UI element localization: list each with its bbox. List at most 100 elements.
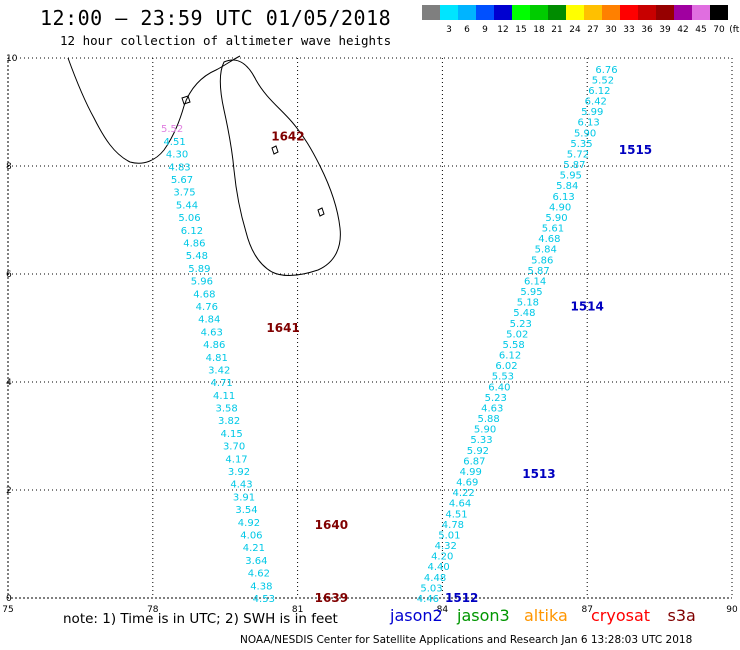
orbit-number: 1639 — [315, 591, 348, 605]
swh-value: 4.63 — [201, 327, 223, 338]
swh-value: 3.42 — [208, 365, 230, 376]
swh-value: 4.76 — [196, 302, 218, 313]
swh-value: 4.99 — [460, 467, 482, 478]
sri-lanka-coastline — [219, 59, 341, 277]
legend-item-altika: altika — [524, 606, 568, 625]
swh-value: 4.15 — [220, 429, 242, 440]
swh-value: 4.06 — [240, 531, 262, 542]
swh-value: 5.52 — [592, 75, 614, 86]
colorbar-swatch — [692, 5, 710, 20]
swh-value: 5.06 — [178, 213, 200, 224]
swh-value: 5.58 — [503, 340, 525, 351]
swh-value: 6.40 — [488, 382, 510, 393]
swh-value: 4.92 — [238, 518, 260, 529]
map-frame — [7, 57, 733, 599]
swh-value: 4.48 — [424, 573, 446, 584]
colorbar-label: 6 — [464, 25, 470, 35]
swh-value: 4.38 — [250, 581, 272, 592]
legend-item-jason2: jason2 — [390, 606, 443, 625]
swh-value: 4.51 — [163, 137, 185, 148]
swh-value: 4.17 — [225, 454, 247, 465]
island-fragment — [181, 95, 191, 105]
swh-value: 5.23 — [485, 393, 507, 404]
swh-value: 3.91 — [233, 492, 255, 503]
swh-value: 4.51 — [445, 509, 467, 520]
orbit-number: 1640 — [315, 518, 348, 532]
india-coastline — [67, 55, 241, 164]
swh-value: 5.52 — [161, 124, 183, 135]
swh-value: 4.62 — [248, 569, 270, 580]
swh-value: 4.46 — [417, 594, 439, 605]
swh-value: 5.87 — [528, 266, 550, 277]
swh-value: 3.70 — [223, 442, 245, 453]
swh-value: 4.63 — [481, 403, 503, 414]
y-tick-label: 8 — [6, 162, 12, 172]
island-fragment — [271, 145, 279, 155]
footer-credit: NOAA/NESDIS Center for Satellite Applica… — [240, 634, 693, 646]
orbit-number: 1513 — [522, 467, 555, 481]
colorbar-label: 70 — [713, 25, 725, 35]
colorbar-swatch — [530, 5, 548, 20]
swh-value: 4.68 — [193, 289, 215, 300]
swh-value: 5.35 — [570, 139, 592, 150]
swh-value: 5.87 — [563, 160, 585, 171]
swh-value: 5.44 — [176, 200, 198, 211]
swh-value: 4.78 — [442, 520, 464, 531]
orbit-number: 1641 — [266, 321, 299, 335]
swh-value: 4.64 — [449, 499, 471, 510]
x-tick-label: 84 — [437, 605, 449, 615]
swh-value: 5.67 — [171, 175, 193, 186]
note-text: note: 1) Time is in UTC; 2) SWH is in fe… — [63, 611, 338, 627]
colorbar-label: 42 — [677, 25, 689, 35]
swh-value: 4.71 — [211, 378, 233, 389]
swh-value: 5.84 — [535, 245, 557, 256]
swh-value: 4.21 — [243, 543, 265, 554]
swh-value: 6.13 — [553, 192, 575, 203]
swh-value: 4.86 — [183, 238, 205, 249]
colorbar-swatch — [476, 5, 494, 20]
x-tick-label: 75 — [2, 605, 13, 615]
swh-value: 4.43 — [230, 480, 252, 491]
swh-value: 5.92 — [467, 446, 489, 457]
colorbar-label: 33 — [623, 25, 635, 35]
colorbar-label: 15 — [515, 25, 527, 35]
swh-value: 4.11 — [213, 391, 235, 402]
swh-value: 4.53 — [253, 594, 275, 605]
map-grid — [7, 57, 733, 599]
swh-value: 5.02 — [506, 329, 528, 340]
swh-value: 5.99 — [581, 107, 603, 118]
swh-value: 6.13 — [578, 118, 600, 129]
swh-value: 5.88 — [478, 414, 500, 425]
swh-value: 5.72 — [567, 149, 589, 160]
colorbar-label: 45 — [695, 25, 707, 35]
swh-value: 5.95 — [520, 287, 542, 298]
swh-value: 5.48 — [513, 308, 535, 319]
colorbar-swatch — [620, 5, 638, 20]
swh-value: 5.61 — [542, 224, 564, 235]
colorbar-label: 12 — [497, 25, 509, 35]
swh-value: 5.90 — [574, 128, 596, 139]
colorbar-swatch — [638, 5, 656, 20]
swh-value: 4.90 — [549, 202, 571, 213]
colorbar-swatch — [584, 5, 602, 20]
colorbar-label: 21 — [551, 25, 563, 35]
axis-labels: 75 78 81 84 87 90 0 2 4 6 8 10 — [2, 54, 738, 615]
x-tick-label: 87 — [581, 605, 592, 615]
x-tick-label: 90 — [726, 605, 738, 615]
colorbar-label: 24 — [569, 25, 581, 35]
colorbar-swatch — [656, 5, 674, 20]
colorbar-swatch — [548, 5, 566, 20]
legend-item-s3a: s3a — [667, 606, 696, 625]
swh-value: 4.68 — [538, 234, 560, 245]
swh-value: 6.87 — [463, 456, 485, 467]
colorbar-label: 18 — [533, 25, 545, 35]
swh-value: 4.30 — [166, 150, 188, 161]
colorbar-swatch — [422, 5, 440, 20]
swh-value: 6.76 — [595, 65, 617, 76]
x-tick-label: 81 — [292, 605, 303, 615]
colorbar-label: 30 — [605, 25, 617, 35]
colorbar-swatch — [674, 5, 692, 20]
colorbar-unit: (ft) — [729, 25, 740, 35]
colorbar-swatch — [458, 5, 476, 20]
